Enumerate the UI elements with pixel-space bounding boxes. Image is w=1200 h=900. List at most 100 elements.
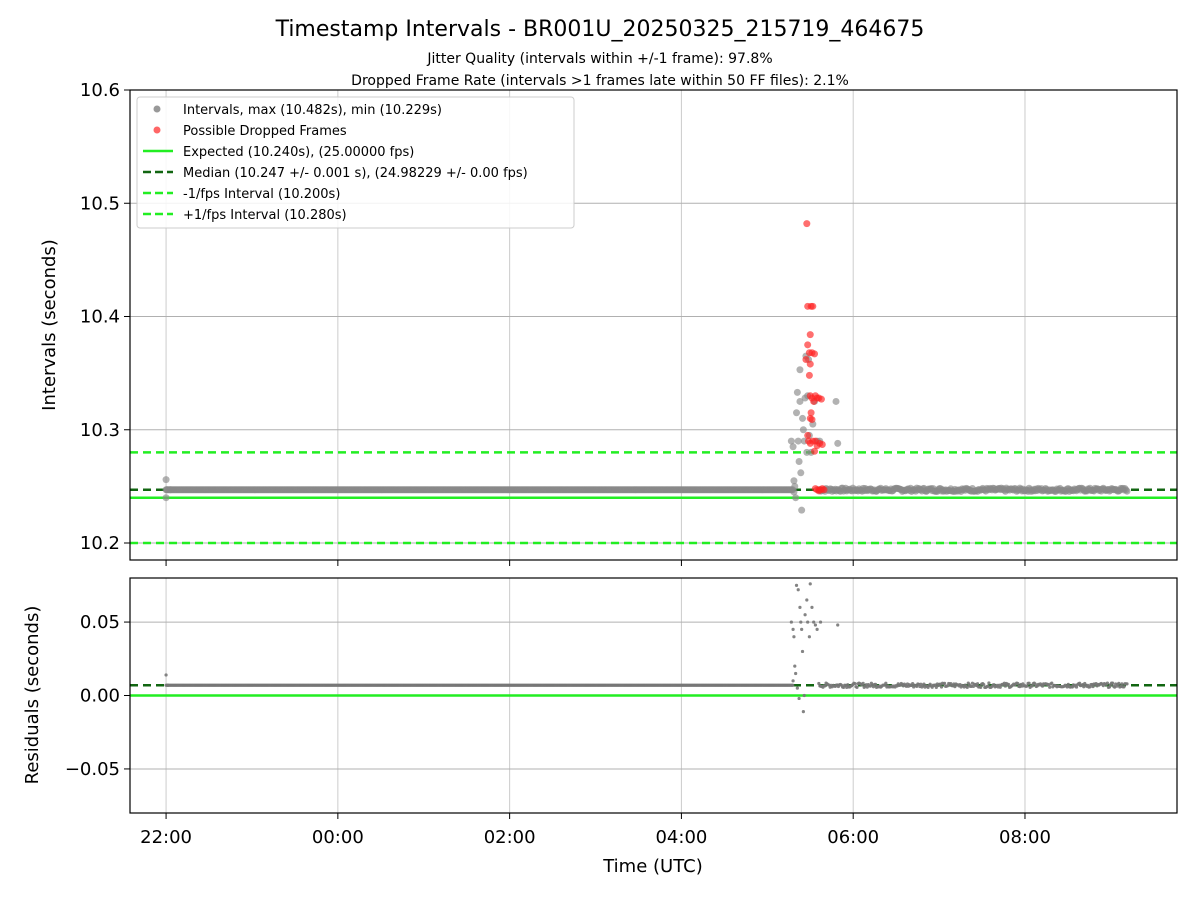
interval-point xyxy=(791,679,795,683)
interval-point xyxy=(799,414,807,422)
x-tick-label: 00:00 xyxy=(312,827,364,848)
figure-subtitle-jitter: Jitter Quality (intervals within +/-1 fr… xyxy=(426,51,772,67)
band-point xyxy=(823,684,827,688)
band-point xyxy=(1117,681,1121,685)
interval-point xyxy=(832,397,840,405)
interval-point xyxy=(796,397,804,405)
interval-point xyxy=(800,649,805,654)
band-point xyxy=(1120,682,1124,686)
y-tick-label: 10.4 xyxy=(80,307,120,328)
legend-marker xyxy=(153,126,161,134)
residuals-panel: −0.05 0.00 0.05 22:00 00:00 02:00 04:00 06:00 08… xyxy=(65,577,1178,848)
band-point xyxy=(915,684,919,689)
interval-point xyxy=(797,696,801,701)
legend-label: +1/fps Interval (10.280s) xyxy=(183,208,347,223)
band-point xyxy=(1107,685,1112,689)
interval-point xyxy=(799,620,803,624)
band-point xyxy=(817,681,821,686)
intervals-panel: 10.2 10.3 10.4 10.5 10.6 Intervals, max (10.4… xyxy=(80,80,1178,566)
interval-point xyxy=(795,686,799,690)
x-tick-label: 02:00 xyxy=(484,827,536,848)
x-tick-label: 08:00 xyxy=(999,827,1051,848)
band-point xyxy=(1125,682,1129,686)
bottom-y-axis-label: Residuals (seconds) xyxy=(22,606,43,785)
band-point xyxy=(861,681,865,685)
interval-point xyxy=(813,623,818,627)
legend-label: Expected (10.240s), (25.00000 fps) xyxy=(183,145,414,160)
top-y-axis-label: Intervals (seconds) xyxy=(39,239,60,411)
interval-point xyxy=(818,620,823,624)
band-point xyxy=(987,681,991,685)
interval-point xyxy=(803,613,807,617)
interval-point xyxy=(812,620,816,624)
band-point xyxy=(1078,681,1082,685)
dropped-frame-point xyxy=(806,331,814,339)
interval-point xyxy=(815,627,819,632)
interval-point xyxy=(806,620,810,624)
legend-label: Median (10.247 +/- 0.001 s), (24.98229 +… xyxy=(183,166,528,181)
interval-point xyxy=(794,671,798,676)
legend: Intervals, max (10.482s), min (10.229s) P… xyxy=(136,96,575,229)
interval-point xyxy=(793,664,797,668)
interval-point xyxy=(798,506,806,514)
interval-point xyxy=(801,710,805,714)
band-point xyxy=(1048,685,1052,689)
interval-point xyxy=(792,494,800,502)
interval-point xyxy=(834,439,842,447)
y-tick-label: 0.00 xyxy=(80,686,120,707)
band-point xyxy=(1110,681,1115,685)
interval-point xyxy=(796,588,800,592)
interval-point xyxy=(793,409,801,417)
interval-point xyxy=(794,583,799,587)
interval-point xyxy=(790,477,798,485)
band-point xyxy=(1091,684,1095,689)
band-point xyxy=(934,685,938,689)
interval-point xyxy=(808,582,812,586)
band-point xyxy=(1033,682,1037,686)
band-point xyxy=(975,682,980,686)
band-point xyxy=(1016,681,1020,686)
interval-point xyxy=(791,627,795,632)
interval-point xyxy=(164,673,168,677)
plot-area xyxy=(130,220,1177,545)
legend-label: -1/fps Interval (10.200s) xyxy=(183,187,340,202)
dropped-frame-point xyxy=(802,356,810,364)
band-point xyxy=(982,682,986,687)
dropped-frame-point xyxy=(804,431,812,439)
y-tick-label: 10.2 xyxy=(80,533,120,554)
band-point xyxy=(939,685,944,689)
axes-frame xyxy=(129,89,1178,561)
dropped-frame-point xyxy=(817,395,825,403)
dropped-frame-point xyxy=(818,440,826,448)
dropped-frame-point xyxy=(806,360,814,368)
interval-point xyxy=(795,457,803,465)
interval-point xyxy=(166,683,170,687)
y-tick-label: 10.6 xyxy=(80,80,120,101)
figure-title: Timestamp Intervals - BR001U_20250325_21… xyxy=(275,17,925,42)
interval-point xyxy=(799,426,807,434)
band-point xyxy=(791,683,795,687)
dropped-frame-point xyxy=(809,302,817,310)
band-point xyxy=(942,681,947,685)
dropped-frame-point xyxy=(820,486,828,494)
band-point xyxy=(979,685,983,689)
dropped-frame-point xyxy=(811,350,819,358)
dropped-frame-point xyxy=(807,409,815,417)
legend-marker xyxy=(153,105,161,113)
interval-point xyxy=(789,443,797,451)
band-point xyxy=(855,685,859,690)
interval-point xyxy=(794,437,802,445)
band-point xyxy=(1025,684,1029,688)
interval-point xyxy=(793,388,801,396)
plot-area xyxy=(130,582,1177,714)
y-tick-label: 10.3 xyxy=(80,420,120,441)
band-point xyxy=(1123,487,1131,495)
legend-label: Intervals, max (10.482s), min (10.229s) xyxy=(183,103,442,118)
interval-point xyxy=(789,620,793,624)
interval-point xyxy=(836,623,840,627)
y-tick-label: 0.05 xyxy=(80,612,120,633)
dropped-frame-point xyxy=(811,447,819,455)
dropped-frame-point xyxy=(805,371,813,379)
interval-point xyxy=(802,693,806,698)
interval-point xyxy=(166,486,174,494)
